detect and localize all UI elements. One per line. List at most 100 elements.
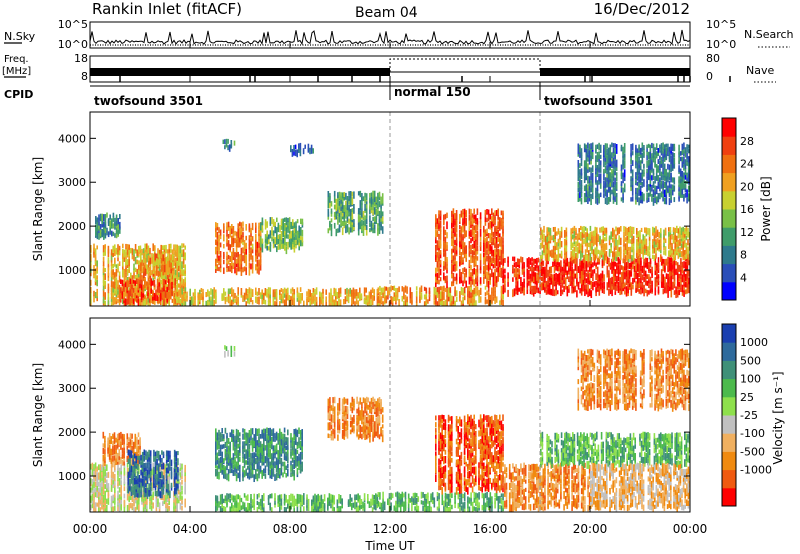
data-cell (664, 279, 666, 288)
data-cell (632, 246, 635, 255)
data-cell (615, 253, 617, 262)
data-cell (617, 286, 620, 293)
data-cell (107, 268, 110, 276)
data-cell (512, 264, 514, 272)
data-cell (651, 273, 653, 278)
data-cell (94, 467, 97, 473)
data-cell (232, 248, 235, 256)
data-cell (687, 167, 690, 174)
data-cell (635, 258, 637, 263)
data-cell (617, 265, 620, 270)
data-cell (495, 251, 498, 259)
data-cell (529, 281, 532, 288)
data-cell (215, 230, 217, 238)
data-cell (144, 252, 147, 258)
data-cell (269, 292, 271, 299)
data-cell (176, 252, 178, 258)
data-cell (459, 229, 461, 238)
data-cell (256, 250, 259, 256)
data-cell (494, 276, 496, 284)
data-cell (393, 294, 396, 302)
data-cell (622, 266, 625, 272)
data-cell (686, 153, 688, 159)
data-cell (660, 143, 663, 149)
data-cell (168, 248, 170, 254)
data-cell (580, 168, 583, 176)
data-cell (591, 152, 594, 160)
data-cell (682, 250, 684, 257)
data-cell (628, 226, 630, 233)
data-cell (335, 214, 338, 220)
data-cell (653, 230, 656, 236)
data-cell (473, 216, 475, 224)
data-cell (628, 230, 630, 237)
data-cell (179, 491, 182, 500)
data-cell (345, 210, 347, 219)
data-cell (393, 285, 396, 291)
data-cell (298, 225, 300, 232)
data-cell (639, 189, 642, 196)
data-cell (677, 246, 680, 252)
data-cell (343, 215, 346, 222)
data-cell (648, 274, 650, 280)
data-cell (118, 245, 121, 251)
data-cell (96, 260, 98, 267)
data-cell (670, 187, 672, 193)
data-cell (672, 254, 675, 261)
data-cell (150, 494, 153, 500)
data-cell (104, 497, 106, 505)
data-cell (678, 185, 680, 192)
data-cell (152, 298, 154, 304)
data-cell (376, 288, 379, 296)
data-cell (554, 242, 556, 251)
data-cell (322, 300, 324, 306)
data-cell (288, 217, 291, 223)
data-cell (668, 285, 671, 292)
data-cell (285, 293, 287, 302)
data-cell (428, 294, 431, 302)
data-cell (312, 291, 315, 297)
data-cell (224, 296, 227, 305)
data-cell (465, 268, 467, 275)
data-cell (133, 498, 135, 507)
data-cell (276, 238, 278, 243)
data-cell (115, 277, 118, 285)
data-cell (495, 279, 498, 288)
data-cell (534, 277, 537, 285)
data-cell (499, 217, 501, 225)
data-cell (660, 269, 663, 277)
data-cell (612, 197, 615, 204)
data-cell (614, 147, 616, 156)
data-cell (335, 288, 337, 297)
data-cell (473, 287, 476, 295)
data-cell (655, 247, 657, 254)
data-cell (240, 227, 243, 235)
data-cell (680, 288, 682, 293)
data-cell (290, 145, 292, 153)
data-cell (218, 247, 220, 255)
data-cell (311, 293, 313, 300)
data-cell (435, 267, 437, 274)
data-cell (381, 196, 384, 204)
data-cell (670, 172, 672, 181)
data-cell (683, 147, 685, 154)
data-cell (500, 267, 503, 273)
data-cell (572, 286, 575, 293)
data-cell (173, 261, 175, 266)
data-cell (648, 281, 650, 289)
data-cell (382, 287, 384, 293)
data-cell (438, 294, 440, 301)
data-cell (455, 226, 458, 233)
data-cell (654, 290, 657, 296)
data-cell (579, 150, 581, 158)
data-cell (349, 291, 351, 297)
data-cell (99, 464, 102, 471)
data-cell (545, 256, 548, 265)
data-cell (483, 277, 485, 284)
data-cell (338, 291, 340, 299)
data-cell (623, 156, 626, 161)
data-cell (443, 300, 445, 306)
data-cell (643, 258, 645, 266)
data-cell (670, 192, 672, 201)
data-cell (110, 280, 113, 287)
